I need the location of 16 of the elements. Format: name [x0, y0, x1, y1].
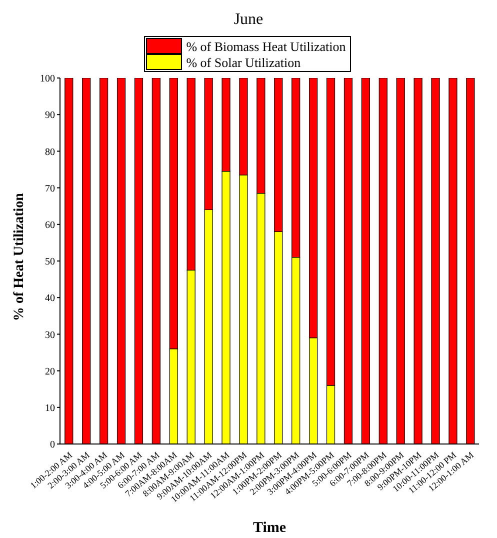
x-axis-title: Time [252, 520, 286, 536]
legend-label: % of Biomass Heat Utilization [186, 38, 346, 54]
chart-title: June [232, 10, 264, 30]
legend-label: % of Solar Utilization [186, 54, 301, 70]
y-tick-label: 20 [45, 366, 55, 378]
y-tick-label: 80 [45, 146, 55, 158]
y-tick-label: 50 [45, 256, 55, 268]
y-tick-label: 0 [50, 440, 55, 451]
y-tick-label: 60 [45, 220, 55, 231]
y-tick-label: 70 [45, 183, 55, 194]
y-tick-label: 10 [45, 402, 55, 414]
y-tick-label: 40 [45, 293, 55, 304]
y-tick-label: 30 [45, 330, 55, 341]
y-axis-title: % of Heat Utilization [12, 192, 27, 321]
y-tick-label: 100 [40, 74, 55, 85]
y-tick-label: 90 [45, 110, 55, 122]
